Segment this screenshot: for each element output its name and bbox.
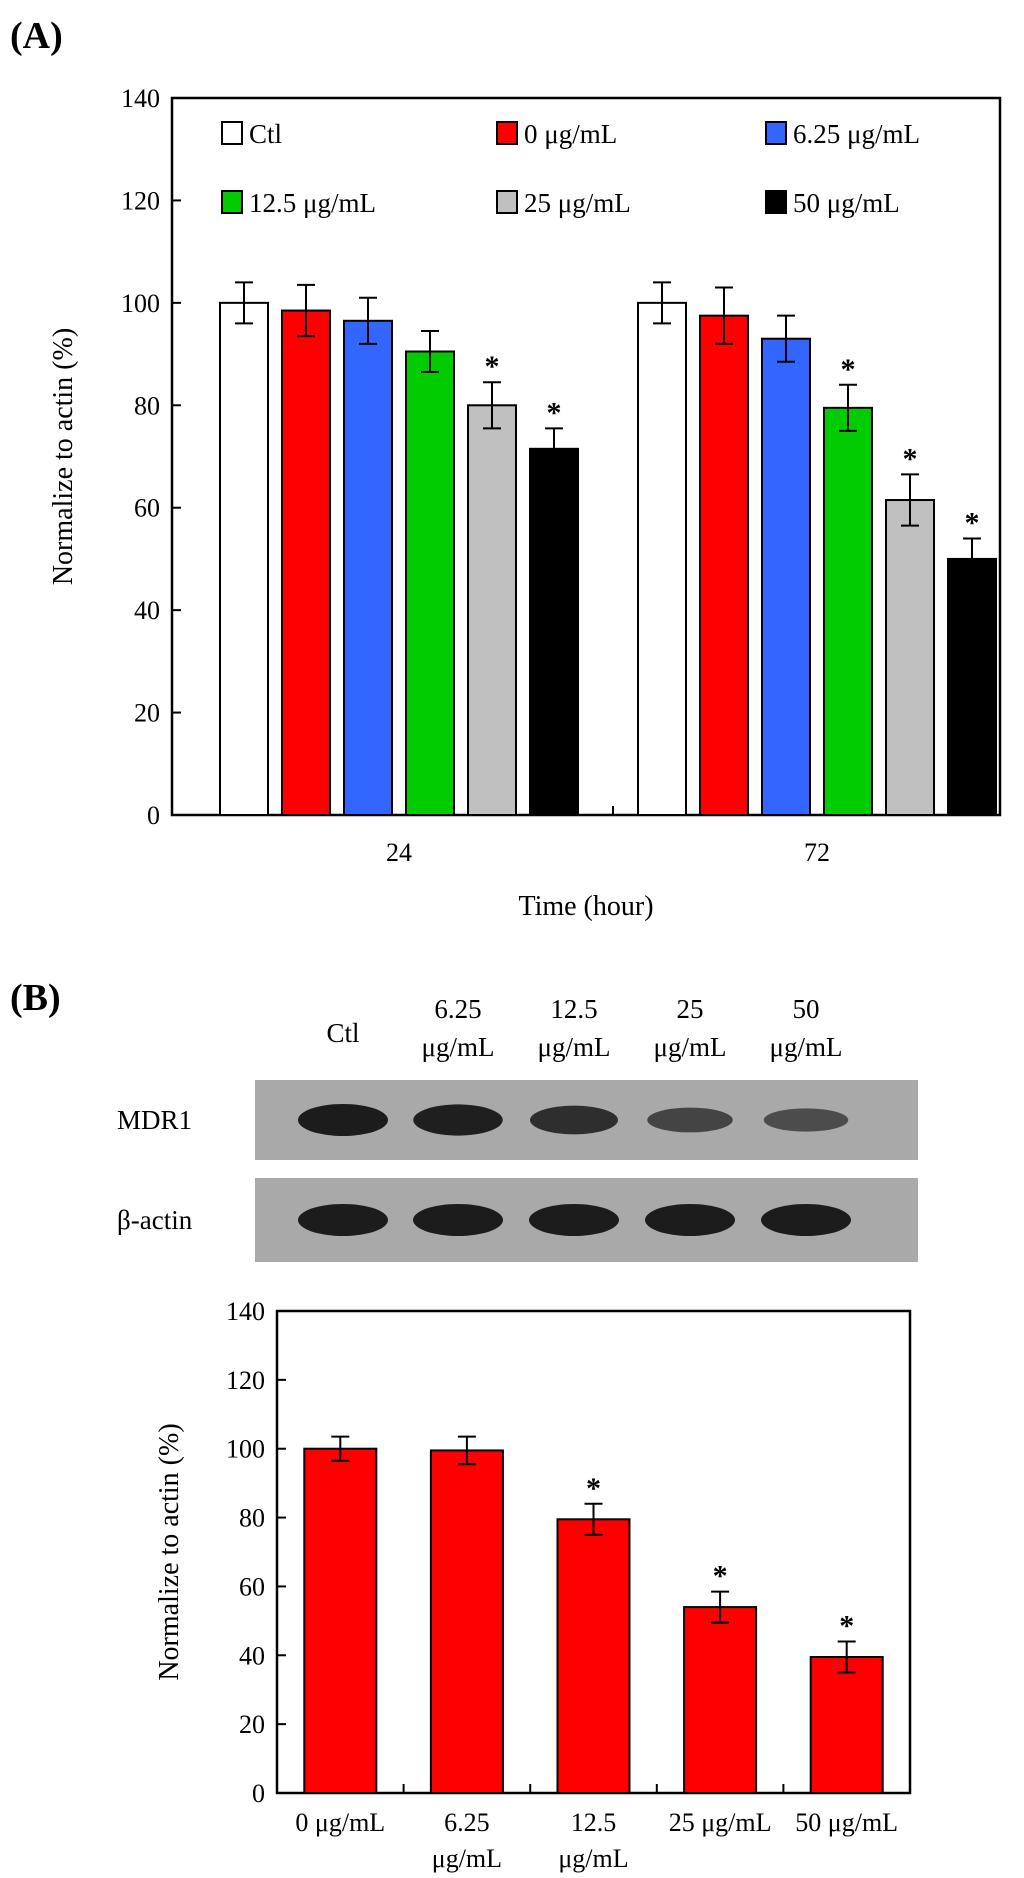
- bar: [885, 499, 935, 816]
- y-tick-label: 120: [226, 1366, 265, 1395]
- y-tick-label: 20: [239, 1710, 265, 1739]
- y-tick-label: 0: [252, 1779, 265, 1808]
- blot-band: [298, 1104, 388, 1136]
- x-tick-label: 24: [386, 838, 412, 867]
- y-tick-label: 100: [121, 289, 160, 318]
- legend-swatch: [765, 190, 787, 214]
- y-tick-label: 80: [239, 1504, 265, 1533]
- bar: [683, 1606, 758, 1794]
- blot-band: [647, 1107, 733, 1133]
- bar: [405, 350, 455, 816]
- significance-marker: *: [713, 1560, 728, 1593]
- lane-label: μg/mL: [538, 1032, 611, 1062]
- legend-swatch: [496, 121, 518, 145]
- y-tick-label: 40: [134, 596, 160, 625]
- legend-label: 0 μg/mL: [524, 119, 617, 149]
- y-tick-label: 60: [134, 494, 160, 523]
- y-axis-title: Normalize to actin (%): [154, 1423, 185, 1680]
- bar: [343, 319, 393, 816]
- chart-a: 0 20 40 60 80 100 120 140 24 * * 72 * * * Time (hour) No…: [48, 84, 1002, 922]
- x-tick-label: 0 μg/mL: [295, 1808, 385, 1837]
- bar: [219, 301, 269, 817]
- panel-b-label: (B): [10, 977, 61, 1019]
- legend-label: 6.25 μg/mL: [793, 119, 920, 149]
- y-axis-title: Normalize to actin (%): [48, 328, 79, 585]
- significance-marker: *: [839, 1610, 854, 1643]
- legend-label: Ctl: [249, 119, 282, 149]
- bar: [637, 301, 687, 817]
- y-tick-label: 80: [134, 391, 160, 420]
- significance-marker: *: [965, 506, 980, 539]
- y-tick-label: 20: [134, 699, 160, 728]
- blot-band: [413, 1204, 503, 1236]
- plot-frame: [170, 96, 1002, 817]
- blot-band: [763, 1108, 849, 1132]
- bar: [467, 404, 517, 816]
- legend-label: 50 μg/mL: [793, 188, 900, 218]
- legend-label: 25 μg/mL: [524, 188, 631, 218]
- bar: [809, 1656, 884, 1795]
- x-tick-label: 25 μg/mL: [669, 1808, 772, 1837]
- y-tick-label: 60: [239, 1572, 265, 1601]
- bar: [761, 337, 811, 816]
- bar: [303, 1447, 378, 1794]
- y-tick-label: 40: [239, 1641, 265, 1670]
- significance-marker: *: [485, 350, 500, 383]
- x-tick-label: 12.5: [571, 1808, 617, 1837]
- x-tick-label: 50 μg/mL: [795, 1808, 898, 1837]
- lane-label: 12.5: [550, 994, 597, 1024]
- lane-label: 50: [793, 994, 820, 1024]
- x-tick-label: μg/mL: [432, 1844, 502, 1873]
- blot-band: [529, 1204, 619, 1236]
- legend-swatch: [496, 190, 518, 214]
- legend-swatch: [765, 121, 787, 145]
- significance-marker: *: [586, 1472, 601, 1505]
- blot-row-label: β-actin: [117, 1205, 193, 1235]
- lane-label: μg/mL: [770, 1032, 843, 1062]
- x-axis-title: Time (hour): [518, 891, 653, 922]
- lane-label: 25: [677, 994, 704, 1024]
- lane-label: μg/mL: [422, 1032, 495, 1062]
- lane-label: 6.25: [434, 994, 481, 1024]
- y-tick-label: 120: [121, 186, 160, 215]
- significance-marker: *: [547, 396, 562, 429]
- legend-swatch: [221, 121, 243, 145]
- significance-marker: *: [841, 353, 856, 386]
- y-tick-label: 140: [226, 1297, 265, 1326]
- blot-band: [645, 1204, 735, 1236]
- lane-label: μg/mL: [654, 1032, 727, 1062]
- bar: [699, 314, 749, 816]
- bar: [529, 447, 579, 816]
- bar: [823, 406, 873, 816]
- significance-marker: *: [903, 442, 918, 475]
- chart-b: 0 20 40 60 80 100 120 140 0 μg/mL 6.25 μg/mL * 12.5 μ…: [154, 1297, 912, 1873]
- x-tick-label: 72: [804, 838, 830, 867]
- western-blot: Ctl 6.25 μg/mL 12.5 μg/mL 25 μg/mL 50 μg/mL MDR1 β…: [117, 994, 918, 1262]
- bar: [281, 309, 331, 816]
- y-tick-label: 140: [121, 84, 160, 113]
- x-tick-label: 6.25: [444, 1808, 490, 1837]
- bar: [947, 557, 997, 817]
- legend-swatch: [221, 190, 243, 214]
- panel-a-label: (A): [10, 15, 63, 57]
- blot-band: [530, 1105, 618, 1135]
- blot-band: [413, 1104, 503, 1136]
- lane-label: Ctl: [326, 1018, 359, 1048]
- blot-band: [298, 1204, 388, 1236]
- bar: [429, 1449, 504, 1794]
- bar: [556, 1518, 631, 1794]
- blot-row-label: MDR1: [117, 1105, 192, 1135]
- legend-label: 12.5 μg/mL: [249, 188, 376, 218]
- y-tick-label: 0: [147, 801, 160, 830]
- y-tick-label: 100: [226, 1435, 265, 1464]
- x-tick-label: μg/mL: [558, 1844, 628, 1873]
- blot-band: [761, 1204, 851, 1236]
